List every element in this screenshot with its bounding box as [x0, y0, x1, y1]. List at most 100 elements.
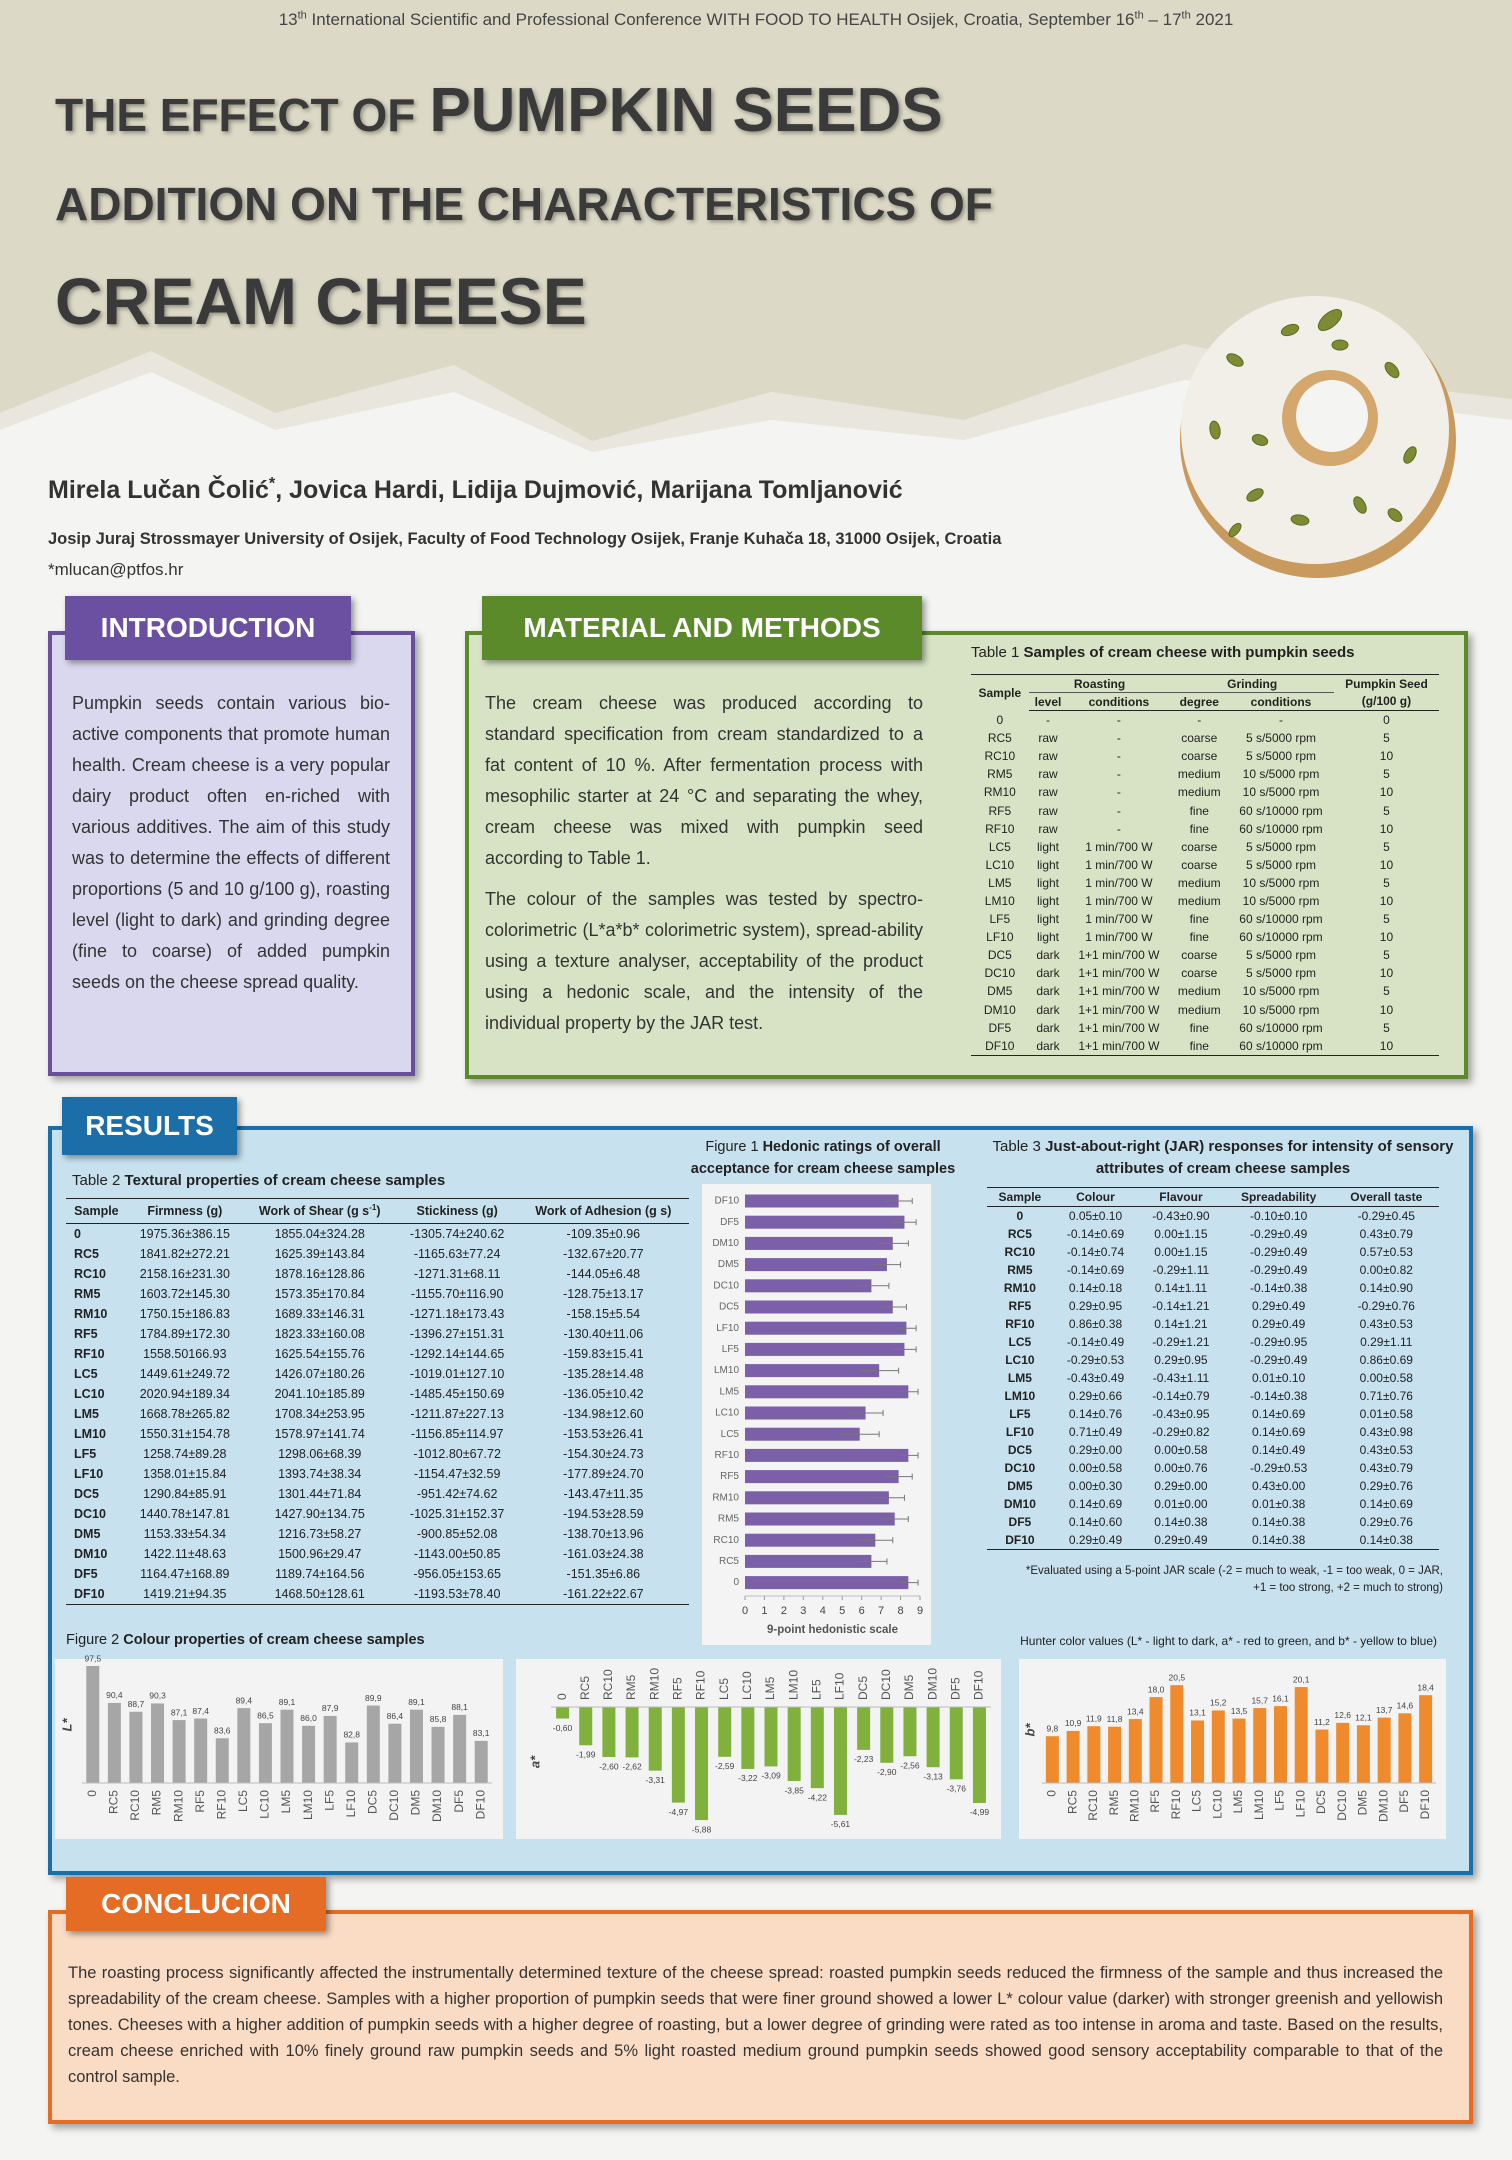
- data-label: -2,59: [715, 1761, 735, 1771]
- table-cell: 10 s/5000 rpm: [1242, 875, 1320, 890]
- caption-label: Table 1: [971, 644, 1020, 661]
- header-row: Sample Roasting Grinding Pumpkin Seed: [971, 674, 1439, 700]
- bar: [280, 1709, 294, 1783]
- x-tick-label: 0: [1045, 1790, 1059, 1797]
- superscript: -1: [369, 1202, 377, 1212]
- table-cell: RC5: [987, 731, 1012, 746]
- bar: [745, 1427, 860, 1441]
- table-cell: -0.43±0.49: [1066, 1371, 1125, 1385]
- column-subheader: degree: [1170, 692, 1229, 711]
- table-cell: LF5: [989, 912, 1011, 927]
- chart-title: Hedonic ratings of overall acceptance fo…: [690, 1139, 956, 1177]
- data-label: 13,7: [1376, 1705, 1393, 1715]
- table-cell: LC5: [1008, 1335, 1032, 1349]
- title-line-2: ADDITION ON THE CHARACTERISTICS OF: [55, 178, 993, 230]
- table-row: DC5 1290.84±85.91 1301.44±71.84 -951.42±74.…: [66, 1484, 689, 1504]
- bar: [745, 1321, 907, 1335]
- x-tick-label: DF10: [1418, 1790, 1432, 1820]
- superscript: th: [1181, 9, 1191, 22]
- table-cell: 1301.44±71.84: [278, 1487, 362, 1501]
- table-cell: DM5: [987, 984, 1013, 999]
- x-tick-label: LM10: [301, 1790, 315, 1820]
- data-label: -2,23: [854, 1754, 874, 1764]
- table-cell: -1165.63±77.24: [413, 1247, 501, 1261]
- bar: [833, 1707, 847, 1815]
- table-cell: 1 min/700 W: [1085, 930, 1153, 945]
- bar: [1045, 1736, 1059, 1783]
- x-tick-label: 7: [878, 1605, 884, 1617]
- table-cell: 0.29±0.49: [1251, 1299, 1306, 1313]
- table-cell: 5: [1383, 948, 1390, 963]
- table-cell: dark: [1036, 1038, 1060, 1053]
- table-row: RF5 0.29±0.95 -0.14±1.21 0.29±0.49 -0.29±0.7…: [987, 1297, 1439, 1315]
- table-cell: 5: [1383, 875, 1390, 890]
- table-row: DF5 0.14±0.60 0.14±0.38 0.14±0.38 0.29±0.76: [987, 1513, 1439, 1531]
- table-cell: 1+1 min/700 W: [1078, 1038, 1160, 1053]
- data-label: 89,1: [279, 1697, 296, 1707]
- table-cell: 0: [1016, 1209, 1024, 1223]
- table-cell: light: [1036, 839, 1059, 854]
- x-tick-label: LC5: [1190, 1790, 1204, 1812]
- caption-text: Samples of cream cheese with pumpkin see…: [1023, 644, 1355, 661]
- table-cell: -135.28±14.48: [563, 1367, 644, 1381]
- y-tick-label: DF10: [715, 1196, 740, 1207]
- table-cell: 1550.31±154.78: [139, 1427, 230, 1441]
- x-tick-label: DF5: [1397, 1790, 1411, 1813]
- data-label: -5,61: [831, 1819, 851, 1829]
- text-part: Mirela Lučan Čolić: [48, 476, 269, 504]
- x-tick-label: LC10: [258, 1790, 272, 1819]
- table-row: RM5 -0.14±0.69 -0.29±1.11 -0.29±0.49 0.00±0.…: [987, 1261, 1439, 1279]
- table-cell: -: [1116, 713, 1121, 728]
- bar: [237, 1708, 251, 1783]
- paragraph: The colour of the samples was tested by …: [485, 889, 923, 1033]
- bar: [302, 1725, 316, 1783]
- text-part: International Scientific and Professiona…: [306, 10, 1135, 29]
- table-cell: DM10: [1003, 1497, 1036, 1511]
- table-cell: -900.85±52.08: [416, 1527, 498, 1541]
- x-tick-label: RM5: [150, 1790, 164, 1816]
- table-cell: -1211.87±227.13: [410, 1407, 504, 1421]
- table-cell: LM5: [1007, 1371, 1032, 1385]
- title-part: THE EFFECT OF: [55, 89, 415, 141]
- table-cell: RF10: [985, 821, 1015, 836]
- table-row: DF5 dark 1+1 min/700 W fine 60 s/10000 rpm 5: [971, 1019, 1439, 1037]
- table-cell: 0.00±1.15: [1154, 1227, 1208, 1241]
- data-label: 18,4: [1417, 1682, 1434, 1692]
- table-row: DF10 1419.21±94.35 1468.50±128.61 -1193.53±…: [66, 1584, 689, 1605]
- x-tick-label: DF10: [972, 1670, 986, 1700]
- bar: [1211, 1710, 1225, 1783]
- table-cell: DC5: [1007, 1443, 1032, 1457]
- data-label: 11,9: [1086, 1713, 1102, 1723]
- data-label: 89,4: [236, 1695, 253, 1705]
- caption-text: Textural properties of cream cheese samp…: [124, 1172, 446, 1189]
- table-cell: DC5: [987, 948, 1012, 963]
- data-label: -4,22: [808, 1792, 828, 1802]
- table-cell: LM10: [74, 1427, 106, 1441]
- x-tick-label: LC10: [740, 1671, 754, 1700]
- table-row: LF10 0.71±0.49 -0.29±0.82 0.14±0.69 0.43±0.9…: [987, 1423, 1439, 1441]
- table-cell: RF10: [1005, 1317, 1035, 1331]
- paragraph: The cream cheese was produced according …: [485, 693, 923, 868]
- table-cell: medium: [1177, 893, 1221, 908]
- data-label: 86,0: [300, 1713, 317, 1723]
- table-cell: 0.29±0.49: [1251, 1317, 1306, 1331]
- table-cell: medium: [1177, 984, 1221, 999]
- table-cell: LC5: [74, 1367, 98, 1381]
- y-tick-label: LM10: [714, 1365, 739, 1376]
- table-row: LC5 -0.14±0.49 -0.29±1.21 -0.29±0.95 0.29±1.…: [987, 1333, 1439, 1351]
- table-cell: 1164.47±168.89: [140, 1567, 230, 1581]
- table-cell: 1975.36±386.15: [139, 1227, 230, 1241]
- table-row: RM10 raw - medium 10 s/5000 rpm 10: [971, 783, 1439, 801]
- table-cell: dark: [1036, 966, 1060, 981]
- table-cell: 0.14±0.38: [1359, 1533, 1413, 1547]
- table-cell: -: [1279, 713, 1283, 728]
- table-cell: raw: [1038, 767, 1058, 782]
- table2: Sample Firmness (g) Work of Shear (g s-1) S…: [66, 1198, 689, 1605]
- table-cell: 1689.33±146.31: [274, 1307, 365, 1321]
- table-cell: -1155.70±116.90: [410, 1287, 504, 1301]
- caption-label: Figure 2: [66, 1632, 120, 1648]
- data-label: 20,1: [1293, 1674, 1310, 1684]
- table-cell: fine: [1189, 821, 1209, 836]
- table-cell: 0.43±0.98: [1359, 1425, 1413, 1439]
- table-cell: -: [1116, 767, 1121, 782]
